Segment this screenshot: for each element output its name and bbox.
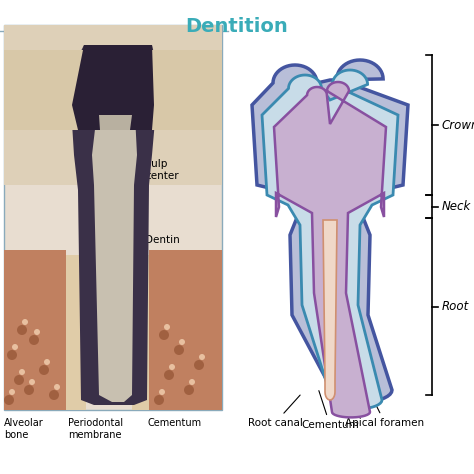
Circle shape — [169, 364, 175, 370]
Bar — [4, 50, 222, 130]
Circle shape — [39, 365, 49, 375]
Circle shape — [34, 329, 40, 335]
Circle shape — [164, 324, 170, 330]
Text: Dentition: Dentition — [186, 17, 288, 36]
Text: Gingival
sulcus: Gingival sulcus — [40, 104, 83, 126]
Text: Cementum: Cementum — [301, 391, 359, 430]
Circle shape — [22, 319, 28, 325]
Circle shape — [159, 389, 165, 395]
Circle shape — [154, 395, 164, 405]
Circle shape — [44, 359, 50, 365]
Text: Cementum: Cementum — [148, 418, 202, 428]
Circle shape — [174, 345, 184, 355]
Circle shape — [159, 330, 169, 340]
Text: Periodontal
membrane: Periodontal membrane — [68, 418, 123, 439]
Circle shape — [49, 390, 59, 400]
Circle shape — [184, 385, 194, 395]
Text: Apical foramen: Apical foramen — [346, 395, 425, 428]
Text: Alveolar
bone: Alveolar bone — [4, 418, 44, 439]
Bar — [4, 25, 222, 410]
Polygon shape — [72, 45, 154, 130]
Circle shape — [29, 379, 35, 385]
Polygon shape — [262, 70, 398, 409]
Bar — [149, 250, 222, 410]
Text: Gingival
epithelium: Gingival epithelium — [4, 59, 67, 81]
Circle shape — [164, 370, 174, 380]
Circle shape — [9, 389, 15, 395]
Polygon shape — [69, 45, 159, 405]
Circle shape — [199, 354, 205, 360]
Text: Root canal: Root canal — [247, 395, 302, 428]
Text: Neck: Neck — [442, 200, 471, 213]
Polygon shape — [252, 60, 408, 402]
Text: Pulp
center: Pulp center — [121, 159, 179, 181]
Circle shape — [24, 385, 34, 395]
Bar — [132, 255, 149, 410]
Circle shape — [29, 335, 39, 345]
Circle shape — [54, 384, 60, 390]
Polygon shape — [274, 82, 386, 418]
Bar — [4, 25, 222, 185]
Bar — [4, 250, 66, 410]
Text: Crown: Crown — [442, 118, 474, 131]
Text: Pulp cavity: Pulp cavity — [300, 183, 361, 193]
Text: Enamel: Enamel — [121, 109, 179, 125]
Circle shape — [12, 344, 18, 350]
Polygon shape — [323, 220, 337, 400]
Circle shape — [19, 369, 25, 375]
Bar — [66, 255, 86, 410]
Text: Dentin: Dentin — [121, 235, 180, 249]
Circle shape — [17, 325, 27, 335]
Polygon shape — [92, 95, 137, 402]
Circle shape — [4, 395, 14, 405]
Text: Root: Root — [442, 300, 469, 313]
Circle shape — [7, 350, 17, 360]
Circle shape — [189, 379, 195, 385]
Text: Dentin: Dentin — [311, 158, 348, 168]
Polygon shape — [99, 115, 132, 130]
Text: Enamel: Enamel — [309, 115, 351, 125]
Circle shape — [179, 339, 185, 345]
Circle shape — [194, 360, 204, 370]
Circle shape — [14, 375, 24, 385]
